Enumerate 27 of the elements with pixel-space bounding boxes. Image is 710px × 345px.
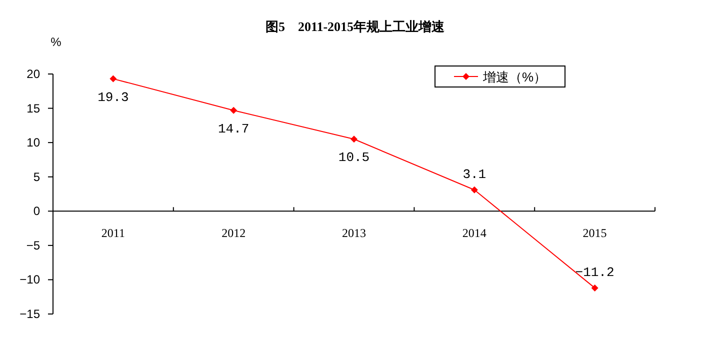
point xyxy=(591,284,598,292)
x-tick-label: 2011 xyxy=(101,226,125,240)
x-tick-label: 2014 xyxy=(462,226,486,240)
y-tick-label: 0 xyxy=(33,204,40,218)
y-tick-label: 20 xyxy=(26,67,40,81)
point xyxy=(350,136,358,143)
data-label: −11.2 xyxy=(575,264,614,280)
y-tick-label: 15 xyxy=(26,101,40,116)
point xyxy=(470,186,478,194)
y-tick-label: −15 xyxy=(20,307,40,321)
legend-label: 增速（%） xyxy=(482,70,547,84)
data-label: 19.3 xyxy=(98,90,129,105)
point xyxy=(110,75,117,82)
data-label: 10.5 xyxy=(338,150,370,166)
y-tick-label: 10 xyxy=(26,136,40,150)
chart-title: 图5 2011-2015年规上工业增速 xyxy=(265,19,446,34)
x-tick-label: 2013 xyxy=(342,226,366,240)
data-label: 3.1 xyxy=(462,166,486,182)
data-label: 14.7 xyxy=(218,121,250,136)
point xyxy=(230,106,238,114)
y-tick-label: 5 xyxy=(33,170,40,184)
y-tick-label: −5 xyxy=(26,238,40,252)
y-tick-label: −10 xyxy=(20,272,40,287)
x-tick-label: 2015 xyxy=(582,226,607,240)
x-tick-label: 2012 xyxy=(222,226,246,240)
legend: 增速（%） xyxy=(434,66,566,88)
y-axis-title: % xyxy=(50,35,62,49)
